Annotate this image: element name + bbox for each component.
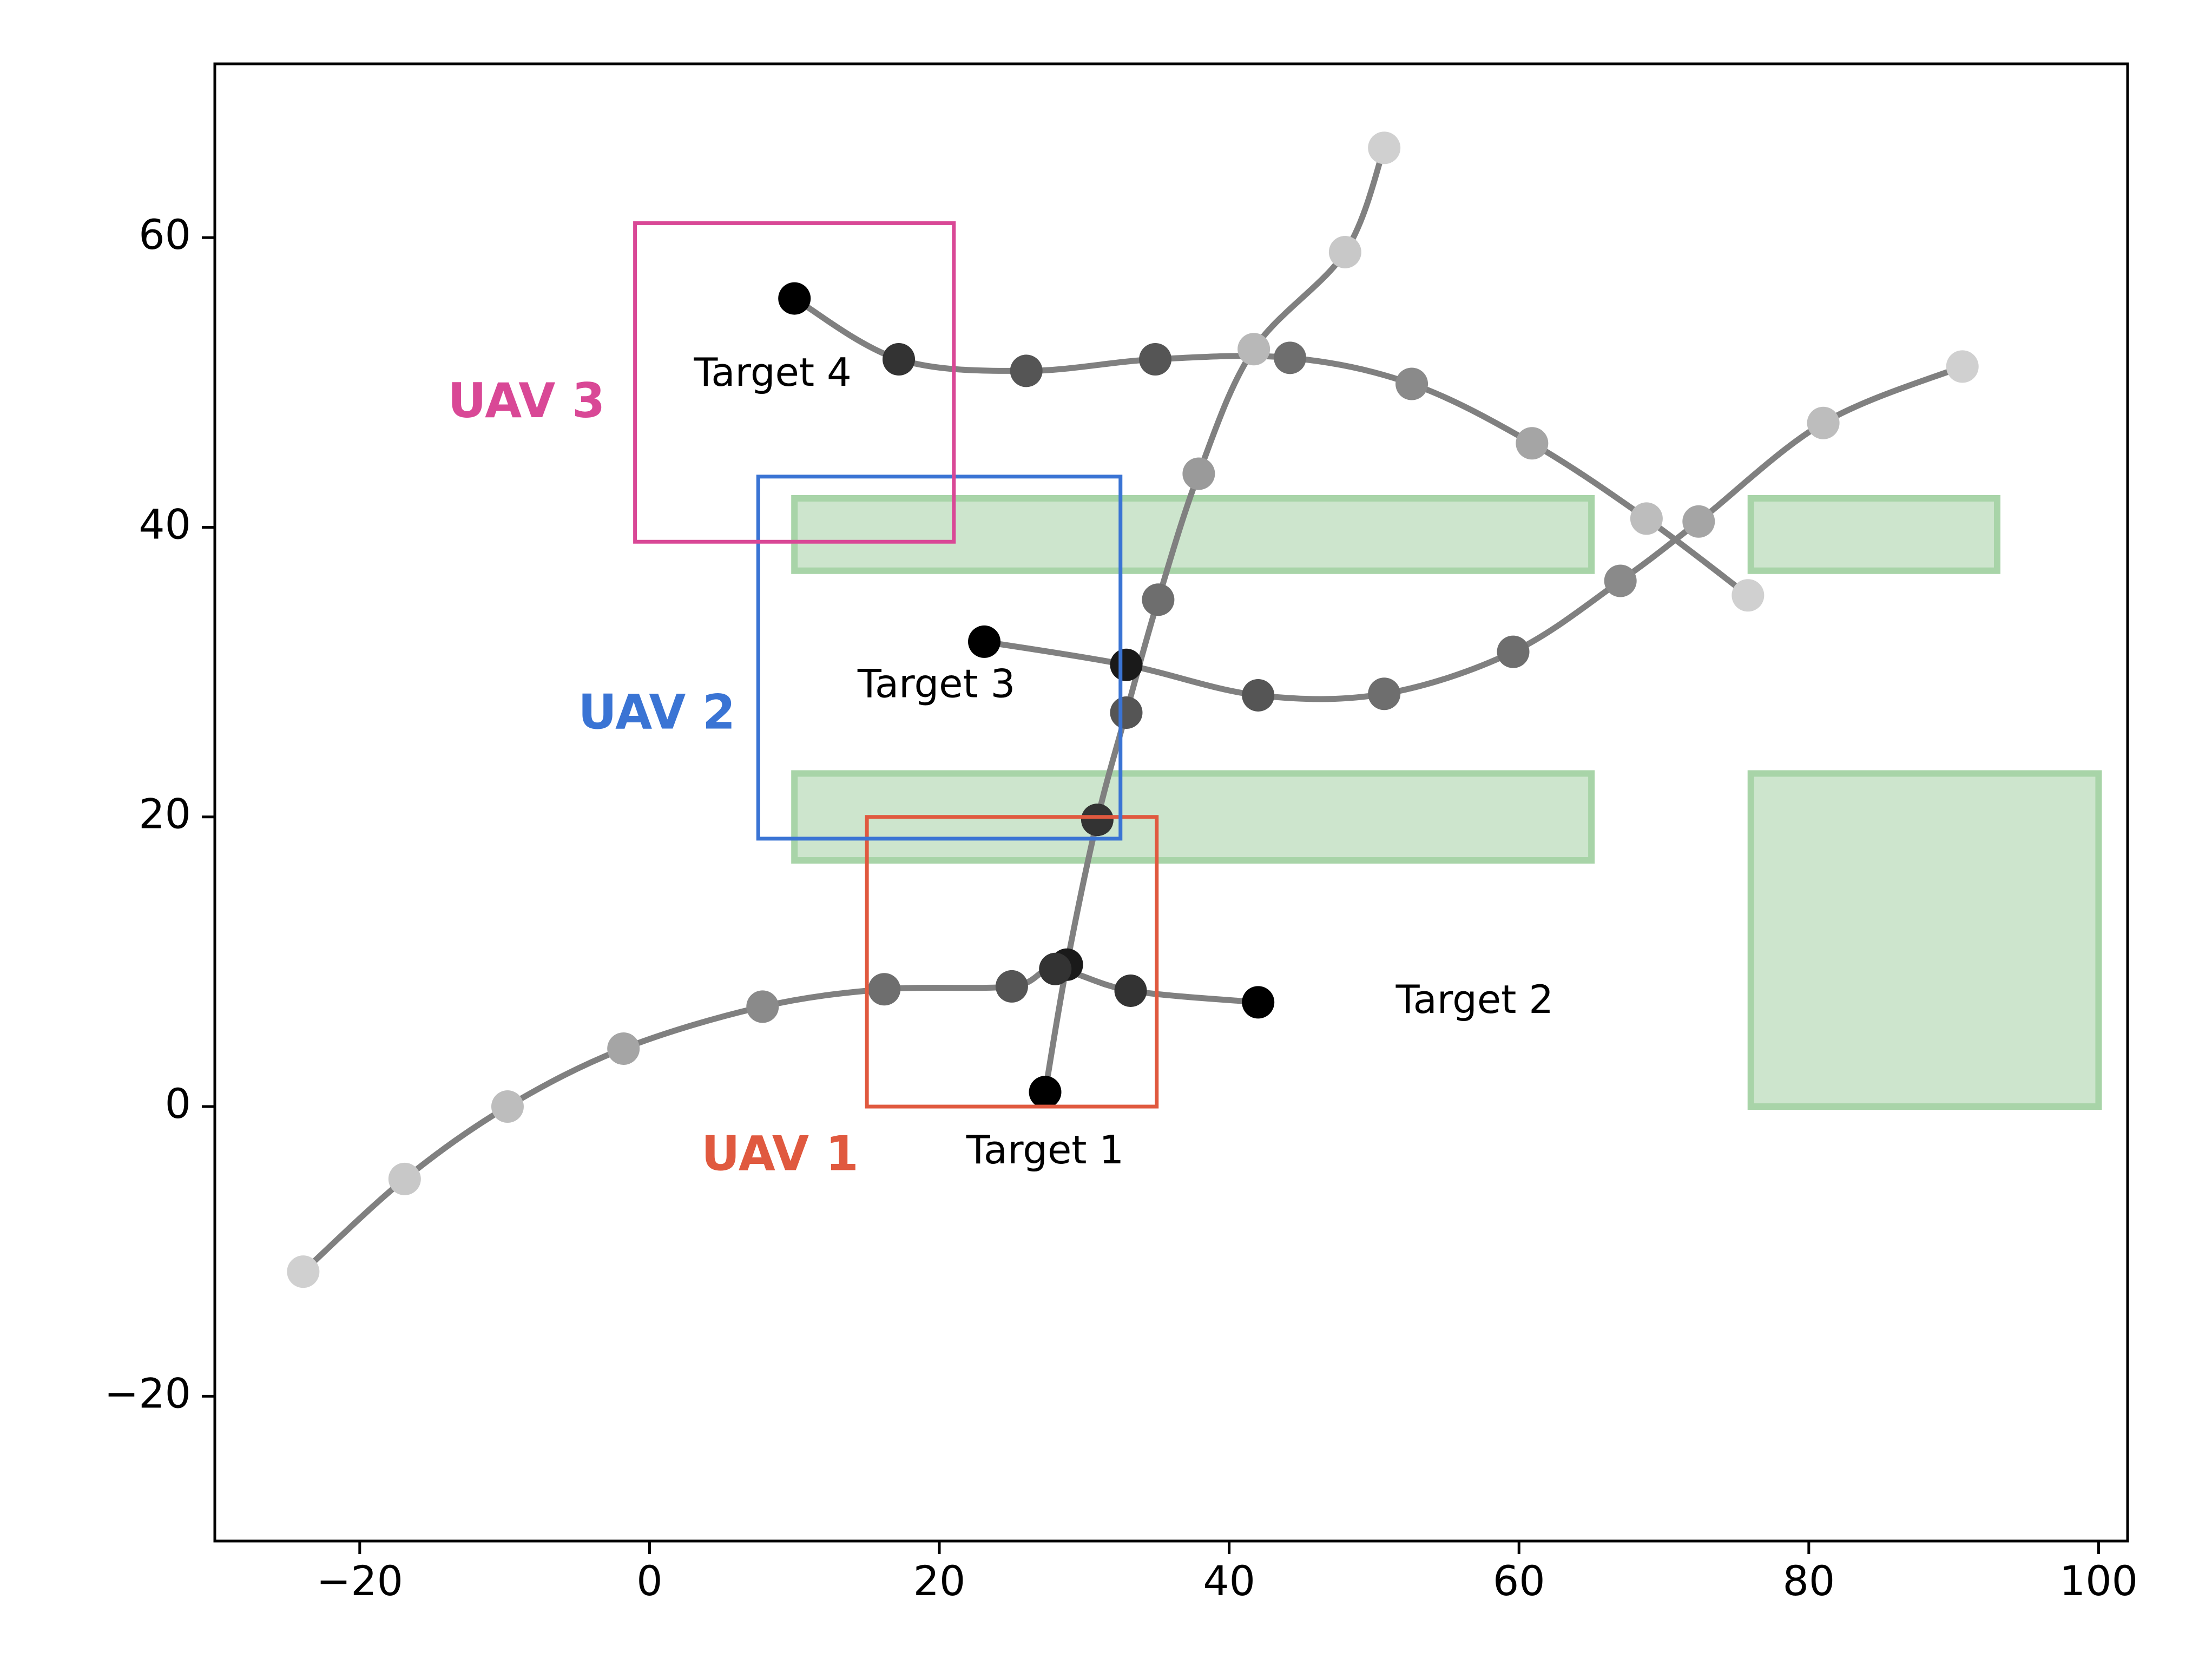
target-3-point-7 [1682, 505, 1715, 538]
obstacle-2 [1747, 495, 2000, 574]
obstacle-1 [791, 495, 1595, 574]
plot-frame [213, 62, 2129, 1543]
uav-2-label: UAV 2 [578, 684, 735, 740]
target-2-point-3 [1039, 952, 1072, 985]
target-1-point-7 [1237, 333, 1270, 366]
target-1-label: Target 1 [966, 1127, 1124, 1173]
target-4-point-2 [883, 343, 916, 376]
target-1-point-1 [1029, 1076, 1062, 1109]
target-4-point-4 [1139, 343, 1172, 376]
target-4-point-3 [1010, 354, 1043, 387]
y-tick-label: −20 [104, 1369, 191, 1417]
target-1-point-6 [1182, 457, 1215, 490]
uav-1-view-box [865, 815, 1159, 1109]
target-2-point-7 [607, 1032, 640, 1065]
target-3-point-3 [1242, 679, 1275, 712]
x-tick-label: 80 [1782, 1557, 1835, 1605]
target-4-point-1 [778, 282, 811, 315]
target-1-point-8 [1328, 235, 1361, 268]
point-layer [287, 131, 1979, 1288]
x-tick-label: 20 [913, 1557, 966, 1605]
target-4-point-6 [1395, 367, 1428, 400]
label-layer: Target 1 Target 2 Target 3 Target 4 UAV 1 UAV… [447, 350, 1553, 1182]
target-1-point-9 [1368, 131, 1401, 164]
target-3-point-5 [1497, 635, 1530, 668]
x-tick-label: 0 [636, 1557, 662, 1605]
x-tick-label: 60 [1493, 1557, 1545, 1605]
uav-2-view-box [756, 475, 1123, 841]
target-2-point-9 [388, 1162, 421, 1195]
target-2-point-10 [287, 1255, 320, 1288]
x-tick-label: 40 [1203, 1557, 1255, 1605]
target-3-point-9 [1946, 350, 1979, 383]
target-2-point-5 [868, 973, 901, 1006]
target-2-point-4 [995, 970, 1028, 1003]
obstacle-layer [791, 495, 2102, 1110]
target-1-point-5 [1142, 583, 1175, 616]
target-2-point-6 [746, 990, 779, 1023]
uav-box-layer [633, 221, 1159, 1109]
target-4-label: Target 4 [693, 350, 851, 395]
target-1-point-3 [1081, 804, 1114, 837]
target-2-label: Target 2 [1395, 977, 1553, 1022]
x-tick-label: −20 [317, 1557, 403, 1605]
target-3-point-4 [1368, 677, 1401, 710]
target-3-point-1 [968, 625, 1001, 658]
target-4-point-7 [1516, 427, 1549, 460]
uav-3-label: UAV 3 [447, 373, 605, 429]
target-2-point-8 [491, 1090, 524, 1123]
y-tick-label: 40 [139, 500, 191, 548]
uav-3-view-box [633, 221, 956, 544]
x-tick-label: 100 [2059, 1557, 2138, 1605]
target-1-point-4 [1110, 696, 1143, 729]
y-tick-label: 20 [139, 790, 191, 838]
target-4-point-8 [1630, 502, 1663, 535]
target-2-trajectory-line [300, 966, 1261, 1275]
axes-layer: −20 0 20 40 60 80 100 −20 0 20 40 60 [104, 62, 2138, 1605]
target-2-point-2 [1114, 974, 1147, 1007]
y-tick-label: 60 [139, 210, 191, 259]
target-2-point-1 [1242, 986, 1275, 1019]
y-tick-label: 0 [165, 1079, 191, 1128]
target-3-point-2 [1110, 648, 1143, 681]
target-3-label: Target 3 [857, 661, 1015, 706]
target-3-point-8 [1807, 406, 1840, 439]
target-4-point-5 [1274, 341, 1307, 374]
uav-1-label: UAV 1 [701, 1126, 859, 1182]
obstacle-4 [1747, 770, 2102, 1110]
target-3-point-6 [1604, 564, 1637, 597]
target-4-point-9 [1732, 579, 1765, 612]
